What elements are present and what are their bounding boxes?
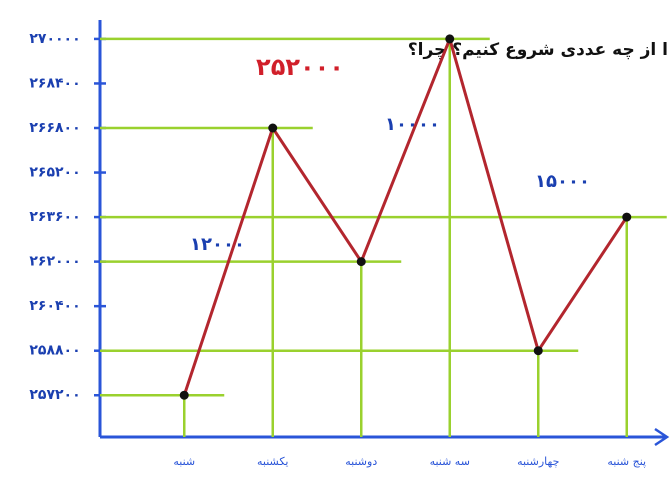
y-tick-label: ۲۵۸۸۰۰ [29, 343, 80, 359]
annotation: ۱۵۰۰۰ [535, 171, 590, 192]
x-tick-label: پنج شنبه [607, 455, 646, 468]
x-tick-label: سه شنبه [430, 455, 470, 468]
point [179, 390, 189, 400]
y-tick-label: ۲۵۷۲۰۰ [29, 387, 80, 403]
y-tick-label: ۲۶۵۲۰۰ [29, 165, 80, 181]
point [356, 257, 366, 267]
y-tick-label: ۲۶۲۰۰۰ [29, 254, 80, 270]
y-tick-label: ۲۶۳۶۰۰ [29, 209, 80, 225]
point [622, 212, 632, 222]
annotation: ۱۰۰۰۰ [385, 114, 440, 135]
point [533, 346, 543, 356]
x-tick-label: شنبه [173, 455, 195, 468]
y-tick-label: ۲۷۰۰۰۰ [29, 31, 80, 47]
y-tick-label: ۲۶۸۴۰۰ [29, 75, 80, 91]
x-tick-label: چهارشنبه [517, 455, 559, 468]
y-tick-label: ۲۶۰۴۰۰ [29, 298, 80, 314]
point [268, 123, 278, 133]
x-tick-label: یکشنبه [257, 455, 289, 468]
x-arrow [654, 427, 670, 447]
question: ا از چه عددی شروع کنیم؟ چرا؟ [408, 40, 668, 60]
point [445, 34, 455, 44]
y-tick-label: ۲۶۶۸۰۰ [29, 120, 80, 136]
x-tick-label: دوشنبه [345, 455, 377, 468]
chart-title: ۲۵۲۰۰۰ [256, 53, 344, 81]
line [182, 34, 629, 396]
